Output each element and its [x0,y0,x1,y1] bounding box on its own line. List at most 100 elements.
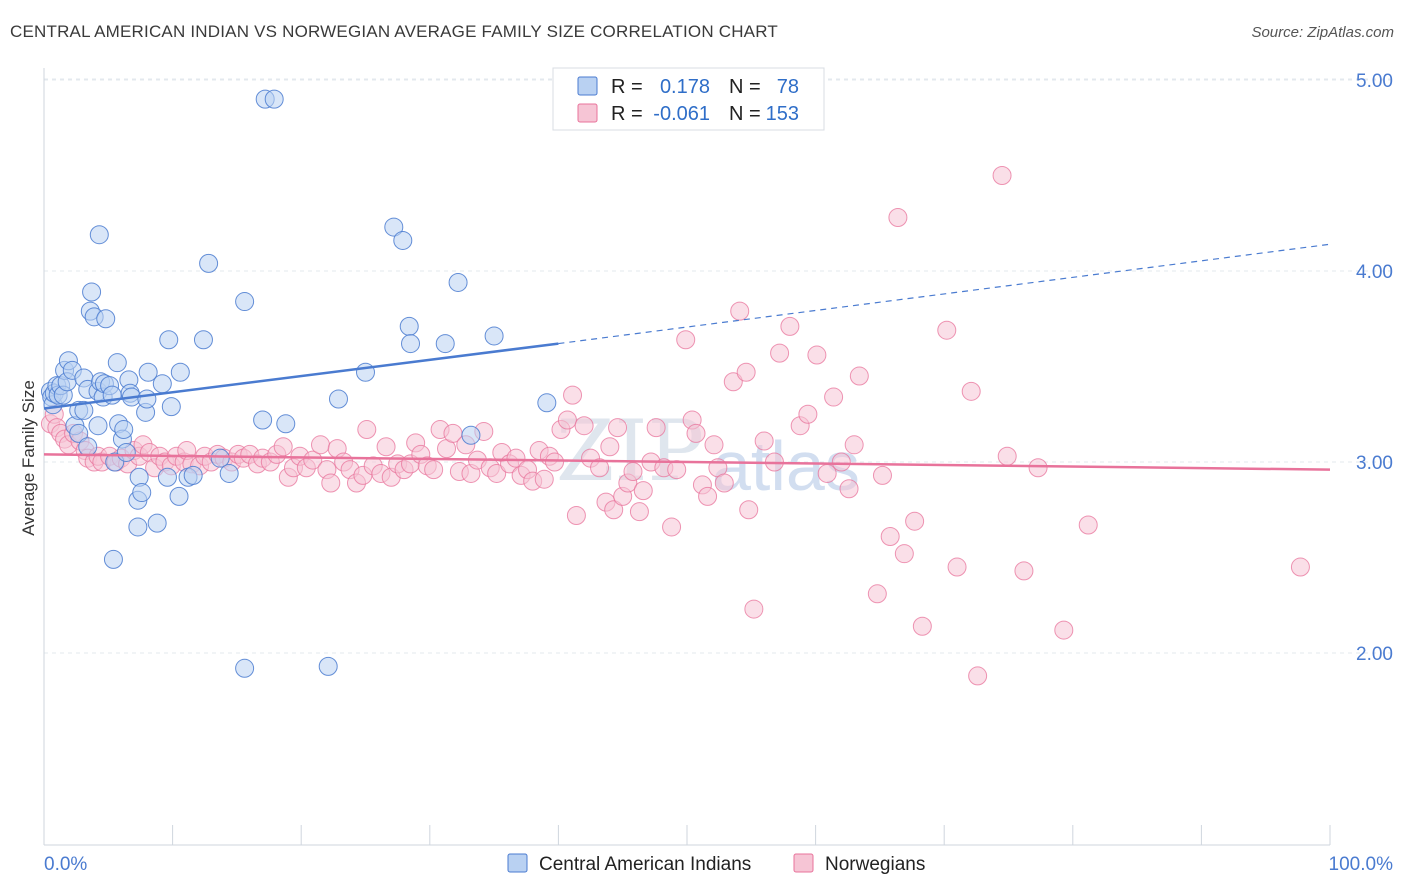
norwegian-point [912,616,932,636]
x-tick-label-min: 0.0% [44,854,87,875]
legend-box: R = 0.178 N = 78 R = -0.061 N = 153 [552,67,825,131]
norwegian-point [574,416,594,436]
norwegian-point [905,511,925,531]
norwegian-point [867,584,887,604]
central-american-indian-point [159,330,179,350]
central-american-indian-point [169,486,189,506]
norwegian-point [646,418,666,438]
bottom-legend-blue-swatch [507,853,528,873]
norwegian-point [623,462,643,482]
norwegian-point [357,420,377,440]
norwegian-point [534,469,554,489]
norwegian-point [633,481,653,501]
norwegian-point [961,381,981,401]
central-american-indian-point [152,374,172,394]
bottom-legend: Central American Indians Norwegians [507,853,925,875]
legend-blue-r-value: 0.178 [660,76,710,98]
central-american-indian-point [199,253,219,273]
trend-lines [43,243,1331,471]
central-american-indian-point [318,656,338,676]
norwegian-point [273,437,293,457]
legend-pink-swatch [577,103,598,123]
bottom-legend-pink-label: Norwegians [825,854,925,875]
norwegian-point [1290,557,1310,577]
central-american-indian-point [114,420,134,440]
y-axis-tick-labels: 2.00 3.00 4.00 5.00 [1356,71,1393,665]
norwegian-point [807,345,827,365]
bottom-legend-blue-label: Central American Indians [539,854,751,875]
norwegian-point [798,404,818,424]
norwegian-point [723,372,743,392]
norwegian-point [629,502,649,522]
central-american-indian-point [253,410,273,430]
norwegian-point [604,500,624,520]
legend-frame [552,67,825,131]
central-american-indian-point [132,483,152,503]
norwegian-point [545,452,565,472]
norwegian-point [590,458,610,478]
central-american-indian-point [157,467,177,487]
blue-trend-extension [558,243,1331,345]
norwegian-point [736,362,756,382]
source-note: Source: ZipAtlas.com [1251,24,1394,41]
central-american-indian-point [116,442,136,462]
central-american-indians-points [40,89,557,678]
central-american-indian-point [107,353,127,373]
central-american-indian-point [161,397,181,417]
legend-blue-n-label: N = [729,76,761,98]
central-american-indian-point [128,517,148,537]
norwegian-point [872,465,892,485]
norwegian-point [662,517,682,537]
norwegian-point [676,330,696,350]
central-american-indian-point [537,393,557,413]
norwegian-point [1078,515,1098,535]
y-tick-label: 2.00 [1356,644,1393,665]
norwegian-point [1054,620,1074,640]
norwegian-point [714,473,734,493]
legend-blue-n-value: 78 [777,76,799,98]
central-american-indian-point [103,549,123,569]
legend-blue-r-label: R = [611,76,643,98]
central-american-indian-point [193,330,213,350]
y-tick-label: 3.00 [1356,453,1393,474]
legend-pink-r-label: R = [611,103,643,125]
norwegian-point [310,435,330,455]
norwegian-point [303,450,323,470]
norwegian-point [754,431,774,451]
norwegian-point [937,320,957,340]
central-american-indian-point [235,292,255,312]
norwegian-point [321,473,341,493]
norwegian-point [824,387,844,407]
x-axis-ticks [43,825,1331,845]
legend-pink-r-value: -0.061 [653,103,710,125]
norwegian-point [376,437,396,457]
norwegian-point [704,435,724,455]
legend-pink-n-label: N = [729,103,761,125]
norwegian-point [831,452,851,472]
central-american-indian-point [170,362,190,382]
norwegian-point [424,460,444,480]
central-american-indian-point [235,658,255,678]
central-american-indian-point [210,448,230,468]
y-axis-label: Average Family Size [19,380,38,536]
norwegian-point [880,526,900,546]
norwegian-point [888,208,908,228]
norwegian-point [770,343,790,363]
grid-lines [44,78,1394,654]
central-american-indian-point [183,465,203,485]
central-american-indian-point [147,513,167,533]
central-american-indian-point [74,400,94,420]
central-american-indian-point [401,334,421,354]
central-american-indian-point [461,425,481,445]
norwegian-point [1028,458,1048,478]
norwegian-point [600,437,620,457]
central-american-indian-point [89,225,109,245]
norwegian-point [894,544,914,564]
norwegian-point [563,385,583,405]
central-american-indian-point [393,230,413,250]
norwegian-point [487,463,507,483]
central-american-indian-point [82,282,102,302]
norwegian-point [968,666,988,686]
central-american-indian-point [137,389,157,409]
